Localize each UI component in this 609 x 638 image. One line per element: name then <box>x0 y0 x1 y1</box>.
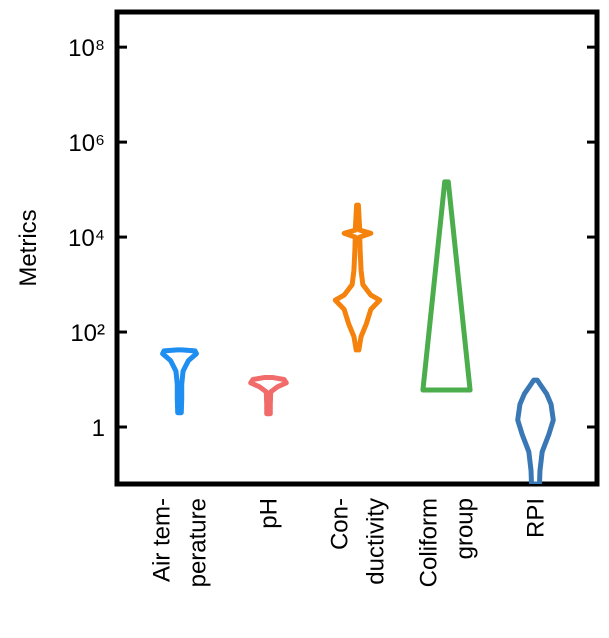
x-tick-label: perature <box>185 498 212 587</box>
x-tick-label: pH <box>256 498 283 529</box>
plot-area <box>160 179 556 484</box>
violin <box>160 347 199 416</box>
x-tick-label: Con- <box>327 498 354 550</box>
x-tick-label: ductivity <box>363 498 390 585</box>
violin <box>420 179 473 393</box>
y-tick-label: 10² <box>70 320 105 347</box>
violin <box>248 375 289 417</box>
x-tick-label: group <box>452 498 479 559</box>
x-tick-label: Air tem- <box>149 498 176 582</box>
y-axis-label: Metrics <box>15 209 42 286</box>
y-tick-label: 10⁴ <box>68 225 105 252</box>
y-tick-label: 10⁶ <box>68 130 105 157</box>
violin <box>332 202 383 353</box>
plot-frame <box>114 9 600 487</box>
x-tick-label: Coliform <box>416 498 443 587</box>
y-tick-label: 10⁸ <box>68 35 105 62</box>
y-tick-label: 1 <box>92 415 105 442</box>
violin <box>515 377 556 484</box>
x-tick-label: RPI <box>523 498 550 538</box>
